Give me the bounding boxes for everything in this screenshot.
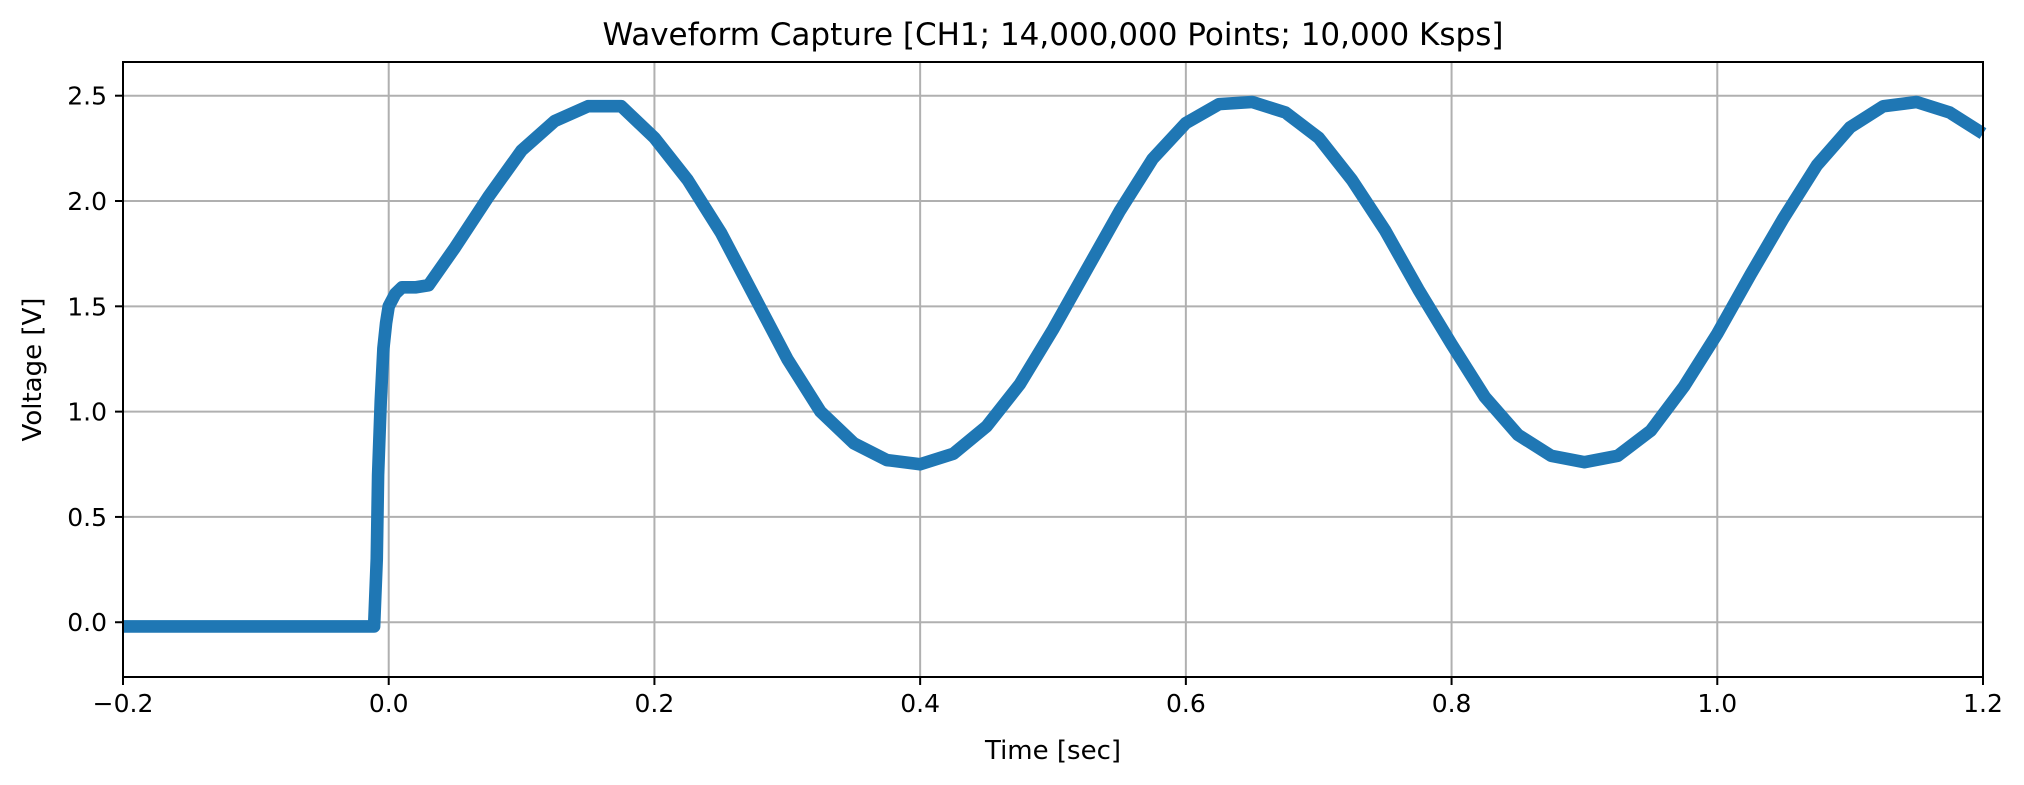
y-axis-label: Voltage [V] — [18, 298, 48, 442]
y-tick-label: 2.0 — [67, 187, 107, 216]
y-tick-label: 0.5 — [67, 503, 107, 532]
x-tick-label: 0.2 — [635, 689, 675, 718]
chart-title: Waveform Capture [CH1; 14,000,000 Points… — [603, 17, 1504, 53]
grid — [122, 62, 1984, 677]
x-tick-label: 1.2 — [1963, 689, 2003, 718]
x-axis: −0.2 0.0 0.2 0.4 0.6 0.8 1.0 1.2 — [93, 677, 2003, 718]
x-axis-label: Time [sec] — [984, 736, 1121, 766]
x-tick-label: 0.8 — [1432, 689, 1472, 718]
plot-frame — [122, 61, 1984, 678]
x-tick-label: 0.4 — [900, 689, 940, 718]
x-tick-label: 0.6 — [1166, 689, 1206, 718]
y-tick-label: 2.5 — [67, 82, 107, 111]
y-axis: 0.0 0.5 1.0 1.5 2.0 2.5 — [67, 82, 123, 637]
y-tick-label: 1.0 — [67, 398, 107, 427]
x-tick-label: −0.2 — [93, 689, 154, 718]
x-tick-label: 0.0 — [369, 689, 409, 718]
plot-area — [123, 95, 1987, 633]
y-tick-label: 1.5 — [67, 292, 107, 321]
series-line — [123, 95, 1987, 633]
y-tick-label: 0.0 — [67, 608, 107, 637]
x-tick-label: 1.0 — [1697, 689, 1737, 718]
